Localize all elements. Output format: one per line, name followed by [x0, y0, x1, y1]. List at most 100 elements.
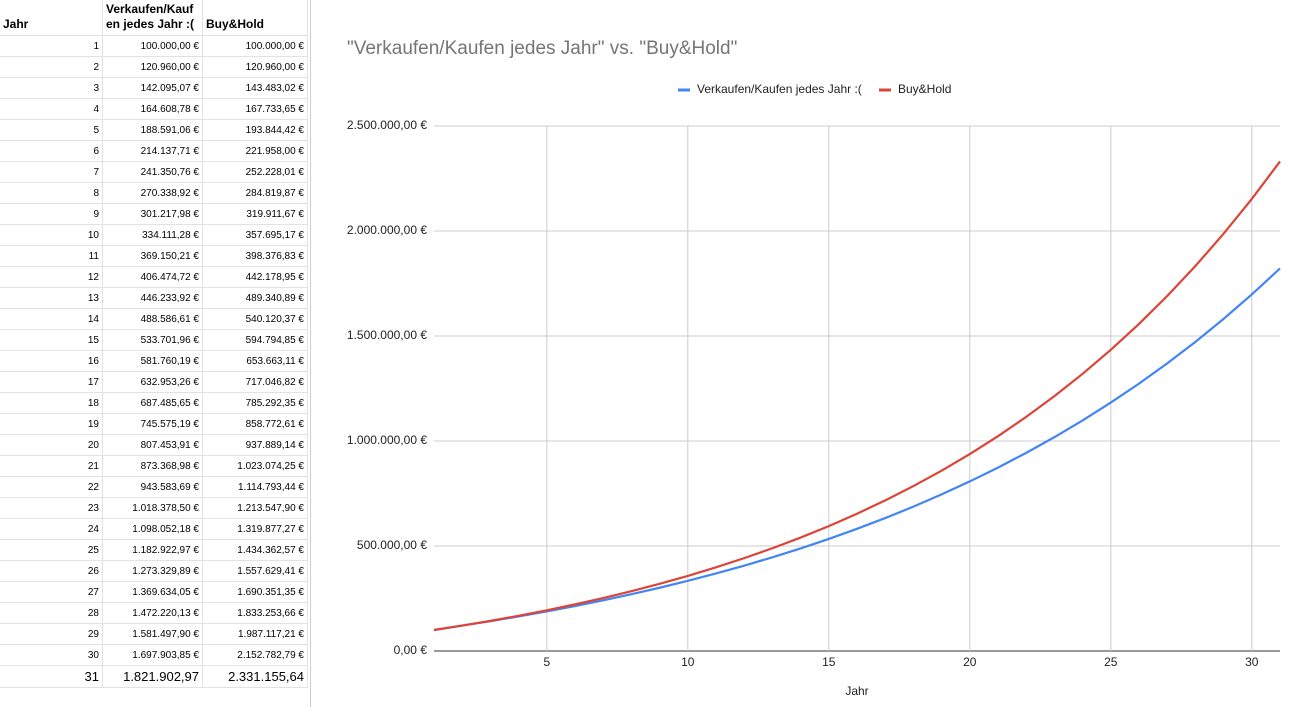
- table-cell: 873.368,98 €: [103, 456, 203, 477]
- table-cell: 16: [0, 351, 103, 372]
- table-cell: 1.319.877,27 €: [203, 519, 308, 540]
- table-cell: 1.023.074,25 €: [203, 456, 308, 477]
- table-cell: 26: [0, 561, 103, 582]
- table-cell: 446.233,92 €: [103, 288, 203, 309]
- table-cell: 2.152.782,79 €: [203, 645, 308, 666]
- table-cell: 120.960,00 €: [203, 57, 308, 78]
- table-cell: 1.833.253,66 €: [203, 603, 308, 624]
- table-cell: 6: [0, 141, 103, 162]
- series-line: [433, 160, 1281, 632]
- x-tick-label: 5: [543, 655, 550, 669]
- y-tick-label: 1.500.000,00 €: [347, 328, 427, 342]
- table-cell: 214.137,71 €: [103, 141, 203, 162]
- table-cell: 937.889,14 €: [203, 435, 308, 456]
- table-cell: 1.434.362,57 €: [203, 540, 308, 561]
- table-cell: 406.474,72 €: [103, 267, 203, 288]
- table-cell: 1: [0, 36, 103, 57]
- table-cell: 142.095,07 €: [103, 78, 203, 99]
- table-cell: 14: [0, 309, 103, 330]
- table-cell: 398.376,83 €: [203, 246, 308, 267]
- table-cell: 301.217,98 €: [103, 204, 203, 225]
- table-cell: 653.663,11 €: [203, 351, 308, 372]
- table-cell: 1.213.547,90 €: [203, 498, 308, 519]
- table-cell: 488.586,61 €: [103, 309, 203, 330]
- spreadsheet: Jahr Verkaufen/Kaufen jedes Jahr :(Buy&Ho…: [0, 0, 308, 707]
- table-cell: 1.369.634,05 €: [103, 582, 203, 603]
- table-cell: 1.821.902,97: [103, 666, 203, 688]
- table-cell: 23: [0, 498, 103, 519]
- table-cell: 442.178,95 €: [203, 267, 308, 288]
- table-cell: 30: [0, 645, 103, 666]
- header-cell: Jahr: [0, 0, 103, 36]
- table-cell: 19: [0, 414, 103, 435]
- table-cell: 270.338,92 €: [103, 183, 203, 204]
- table-cell: 489.340,89 €: [203, 288, 308, 309]
- table-cell: 100.000,00 €: [103, 36, 203, 57]
- table-cell: 12: [0, 267, 103, 288]
- table-cell: 943.583,69 €: [103, 477, 203, 498]
- header-cell: Buy&Hold: [203, 0, 308, 36]
- table-cell: 1.114.793,44 €: [203, 477, 308, 498]
- x-tick-label: 25: [1104, 655, 1118, 669]
- table-cell: 2: [0, 57, 103, 78]
- table-cell: 284.819,87 €: [203, 183, 308, 204]
- table-cell: 3: [0, 78, 103, 99]
- x-tick-label: 10: [681, 655, 695, 669]
- table-cell: 369.150,21 €: [103, 246, 203, 267]
- table-cell: 687.485,65 €: [103, 393, 203, 414]
- table-cell: 2.331.155,64: [203, 666, 308, 688]
- chart-title: "Verkaufen/Kaufen jedes Jahr" vs. "Buy&H…: [347, 38, 737, 59]
- header-cell: Verkaufen/Kaufen jedes Jahr :(: [103, 0, 203, 36]
- table-cell: 1.697.903,85 €: [103, 645, 203, 666]
- table-cell: 745.575,19 €: [103, 414, 203, 435]
- table-cell: 1.182.922,97 €: [103, 540, 203, 561]
- table-cell: 1.098.052,18 €: [103, 519, 203, 540]
- series-line: [433, 267, 1281, 632]
- table-cell: 807.453,91 €: [103, 435, 203, 456]
- table-cell: 1.987.117,21 €: [203, 624, 308, 645]
- table-cell: 22: [0, 477, 103, 498]
- chart: "Verkaufen/Kaufen jedes Jahr" vs. "Buy&H…: [310, 0, 1281, 707]
- table-cell: 13: [0, 288, 103, 309]
- x-tick-label: 20: [963, 655, 977, 669]
- y-tick-label: 1.000.000,00 €: [347, 433, 427, 447]
- table-cell: 11: [0, 246, 103, 267]
- table-cell: 120.960,00 €: [103, 57, 203, 78]
- table-cell: 5: [0, 120, 103, 141]
- table-cell: 188.591,06 €: [103, 120, 203, 141]
- table-cell: 24: [0, 519, 103, 540]
- table-cell: 17: [0, 372, 103, 393]
- table-cell: 143.483,02 €: [203, 78, 308, 99]
- table-cell: 10: [0, 225, 103, 246]
- x-tick-label: 15: [822, 655, 836, 669]
- table-cell: 785.292,35 €: [203, 393, 308, 414]
- table-cell: 1.018.378,50 €: [103, 498, 203, 519]
- table-cell: 581.760,19 €: [103, 351, 203, 372]
- table-cell: 8: [0, 183, 103, 204]
- table-cell: 319.911,67 €: [203, 204, 308, 225]
- table-cell: 540.120,37 €: [203, 309, 308, 330]
- table-cell: 1.690.351,35 €: [203, 582, 308, 603]
- table-cell: 632.953,26 €: [103, 372, 203, 393]
- y-tick-label: 2.500.000,00 €: [347, 118, 427, 132]
- y-tick-label: 2.000.000,00 €: [347, 223, 427, 237]
- table-cell: 221.958,00 €: [203, 141, 308, 162]
- table-cell: 31: [0, 666, 103, 688]
- legend-label: Buy&Hold: [898, 82, 951, 96]
- table-cell: 164.608,78 €: [103, 99, 203, 120]
- legend-label: Verkaufen/Kaufen jedes Jahr :(: [697, 82, 862, 96]
- y-tick-label: 0,00 €: [394, 643, 428, 657]
- table-cell: 858.772,61 €: [203, 414, 308, 435]
- table-cell: 15: [0, 330, 103, 351]
- table-cell: 7: [0, 162, 103, 183]
- table-cell: 717.046,82 €: [203, 372, 308, 393]
- table-cell: 28: [0, 603, 103, 624]
- table-cell: 29: [0, 624, 103, 645]
- table-cell: 21: [0, 456, 103, 477]
- table-cell: 193.844,42 €: [203, 120, 308, 141]
- table-cell: 1.581.497,90 €: [103, 624, 203, 645]
- table-cell: 1.472.220,13 €: [103, 603, 203, 624]
- table-cell: 357.695,17 €: [203, 225, 308, 246]
- table-cell: 167.733,65 €: [203, 99, 308, 120]
- x-tick-label: 30: [1245, 655, 1259, 669]
